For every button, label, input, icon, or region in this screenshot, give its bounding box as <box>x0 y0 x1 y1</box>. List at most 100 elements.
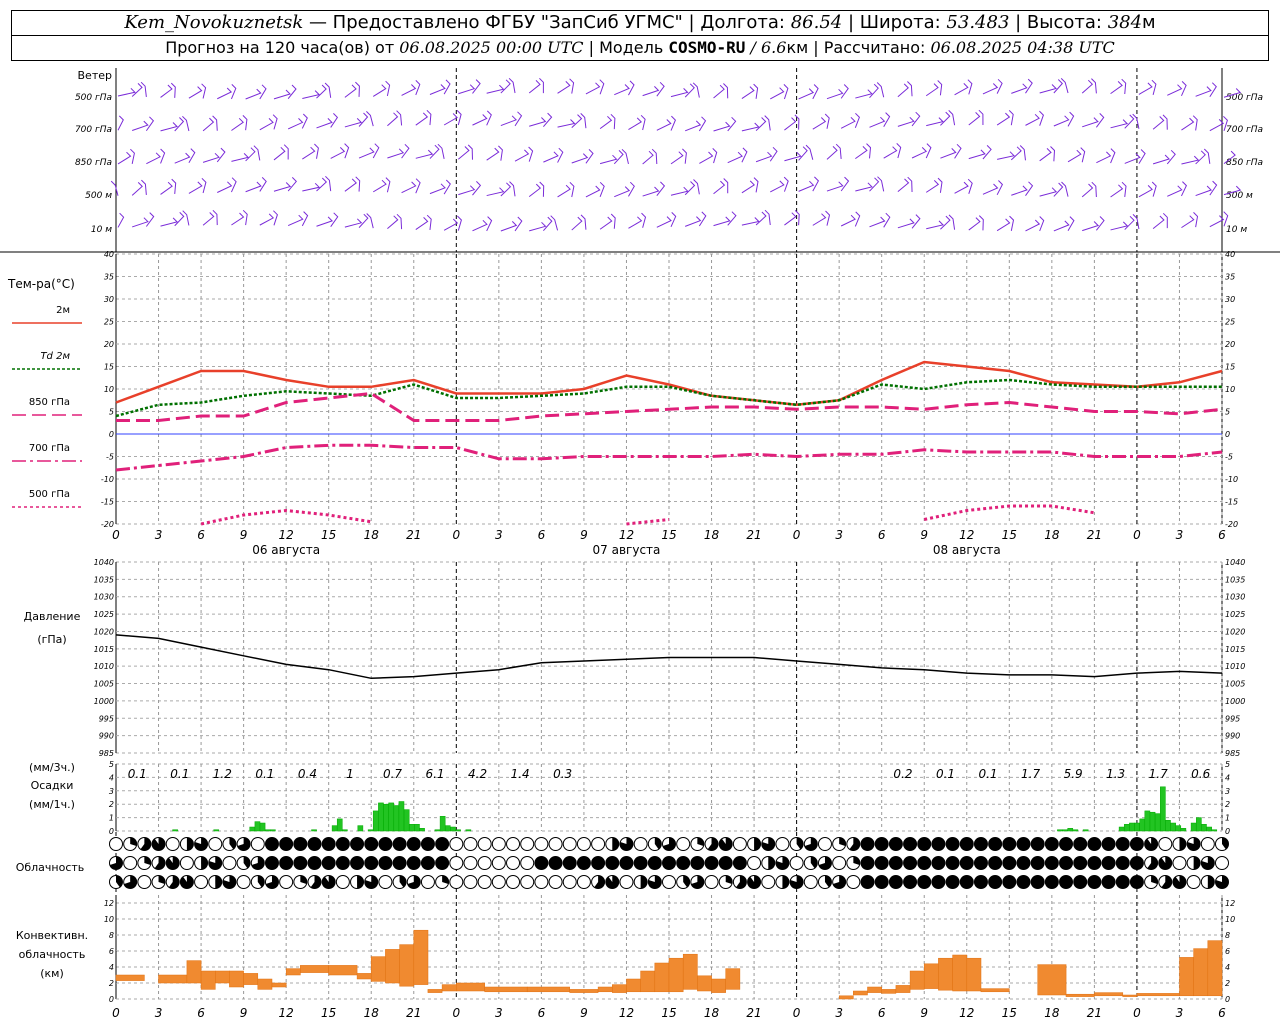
pressure-ytick-left: 1025 <box>94 610 114 619</box>
precip-bar <box>336 818 343 832</box>
wind-barb <box>140 81 147 98</box>
cloud-fill-full <box>1059 875 1073 889</box>
wind-barb <box>1132 214 1140 230</box>
cloud-fill-full <box>1031 837 1045 851</box>
temp-series-line <box>116 391 1223 422</box>
precip-bar <box>1118 826 1125 832</box>
wind-barb <box>911 214 921 229</box>
cloud-fill-full <box>974 856 988 870</box>
wind-barb <box>770 180 785 193</box>
wind-barb <box>769 146 778 162</box>
wind-barb <box>160 217 179 227</box>
wind-barb <box>1011 185 1028 196</box>
cloud-circle <box>775 837 790 851</box>
convective-ytick-right: 12 <box>1225 899 1235 908</box>
wind-level-label-left: 850 гПа <box>75 158 112 168</box>
temp-ytick-right: 5 <box>1225 408 1230 417</box>
wind-barb <box>713 121 731 132</box>
temp-xtick: 15 <box>1002 528 1017 542</box>
convective-xtick: 15 <box>1002 1006 1017 1020</box>
wind-barb <box>1151 181 1157 197</box>
convective-bar <box>257 978 273 990</box>
wind-barb <box>344 218 363 228</box>
cloud-circle <box>846 875 861 889</box>
convective-bar <box>682 953 698 990</box>
temp-ytick-left: 20 <box>104 340 114 349</box>
wind-level-label-left: 10 м <box>91 225 112 235</box>
cloud-fill-part <box>257 875 265 888</box>
convective-bar <box>711 978 726 993</box>
wind-barb <box>840 116 856 129</box>
convective-bar <box>1136 993 1180 997</box>
wind-barb <box>1152 116 1165 130</box>
convective-bar <box>838 995 854 1000</box>
wind-barb <box>1050 146 1056 162</box>
wind-barb <box>514 216 523 232</box>
wind-barb <box>869 177 880 192</box>
cloud-fill-part <box>1187 837 1201 851</box>
cloud-circle <box>1186 875 1201 889</box>
precip-bar <box>172 829 178 832</box>
pressure-ytick-right: 990 <box>1225 732 1240 741</box>
wind-barb <box>273 146 286 161</box>
wind-barb <box>656 216 672 228</box>
cloud-fill-full <box>534 856 548 870</box>
wind-barb <box>569 181 575 198</box>
cloud-fill-part <box>768 856 775 870</box>
cloud-circle <box>463 837 478 851</box>
cloud-fill-full <box>407 837 421 851</box>
wind-barb <box>1110 81 1123 95</box>
convective-bar <box>229 970 244 988</box>
temp-xtick: 15 <box>321 528 336 542</box>
convective-bar <box>441 984 457 992</box>
pressure-ytick-right: 1030 <box>1225 593 1245 602</box>
wind-barb <box>798 180 815 192</box>
cloud-circle <box>378 875 393 889</box>
temp-xtick: 12 <box>959 528 974 542</box>
wind-barb <box>543 216 553 231</box>
cloud-fill-full <box>322 856 336 870</box>
calc-time: 06.08.2025 04:38 UTC <box>930 38 1115 57</box>
wind-barb <box>1192 115 1198 131</box>
wind-barb <box>287 118 304 130</box>
altitude-value: 384 <box>1107 12 1143 33</box>
precip-ytick-right: 1 <box>1225 814 1230 823</box>
wind-barb <box>387 215 399 230</box>
wind-barb <box>212 209 218 226</box>
cloud-circle <box>109 837 123 851</box>
wind-barb <box>585 149 594 164</box>
temp-ytick-right: 0 <box>1225 430 1230 439</box>
wind-barb <box>1193 212 1199 228</box>
wind-barb <box>840 84 849 99</box>
wind-barb <box>753 177 759 193</box>
precip-3h-total: 0.1 <box>170 767 189 781</box>
model-resolution: / 6.6 <box>745 38 787 57</box>
convective-ytick-right: 4 <box>1225 963 1230 972</box>
cloud-circle <box>1200 837 1215 851</box>
wind-barb <box>713 216 731 227</box>
wind-barb <box>528 146 534 162</box>
wind-barb <box>301 211 309 227</box>
convective-xtick: 15 <box>321 1006 336 1020</box>
model-name: COSMO-RU <box>668 38 746 57</box>
wind-barb <box>1019 145 1026 161</box>
wind-barb <box>812 117 827 130</box>
wind-barb <box>968 149 986 160</box>
wind-barb <box>1081 183 1094 198</box>
wind-barb <box>396 213 403 230</box>
temp-series-line <box>115 443 1223 472</box>
cloud-fill-part <box>818 856 832 870</box>
temp-xtick: 0 <box>452 528 460 542</box>
pressure-ytick-left: 1020 <box>94 627 114 636</box>
wind-barb <box>826 181 844 192</box>
precip-bar <box>1062 829 1068 832</box>
precip-3h-total: 0.4 <box>298 767 317 781</box>
convective-xtick: 6 <box>197 1006 205 1020</box>
cloud-fill-full <box>605 856 619 870</box>
wind-barb <box>242 209 248 226</box>
pressure-ytick-right: 1025 <box>1225 610 1245 619</box>
convective-bar <box>881 989 897 994</box>
wind-barb <box>174 117 185 132</box>
precip-bar <box>367 829 374 832</box>
wind-barb <box>212 115 218 131</box>
